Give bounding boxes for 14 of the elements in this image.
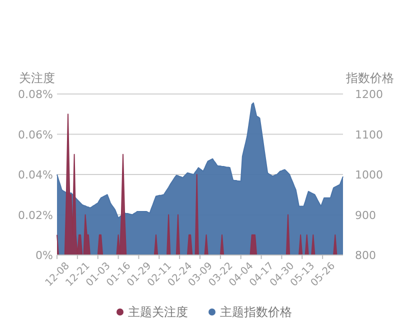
y-tick-label: 0.08% — [18, 88, 53, 101]
y2-tick-label: 900 — [355, 208, 376, 222]
y2-tick-label: 800 — [355, 249, 376, 262]
y-tick-label: 0.04% — [18, 168, 53, 182]
y-axis-title: 关注度 — [19, 71, 55, 85]
y-tick-label: 0% — [36, 249, 53, 262]
y-tick-label: 0.06% — [18, 128, 53, 142]
legend-label: 主题指数价格 — [220, 305, 292, 319]
y2-axis-title: 指数价格 — [345, 71, 394, 85]
y-tick-label: 0.02% — [18, 208, 53, 222]
legend-label: 主题关注度 — [128, 305, 188, 319]
y2-tick-label: 1100 — [355, 128, 383, 142]
y2-tick-label: 1200 — [355, 88, 383, 101]
y2-tick-label: 1000 — [355, 168, 383, 182]
